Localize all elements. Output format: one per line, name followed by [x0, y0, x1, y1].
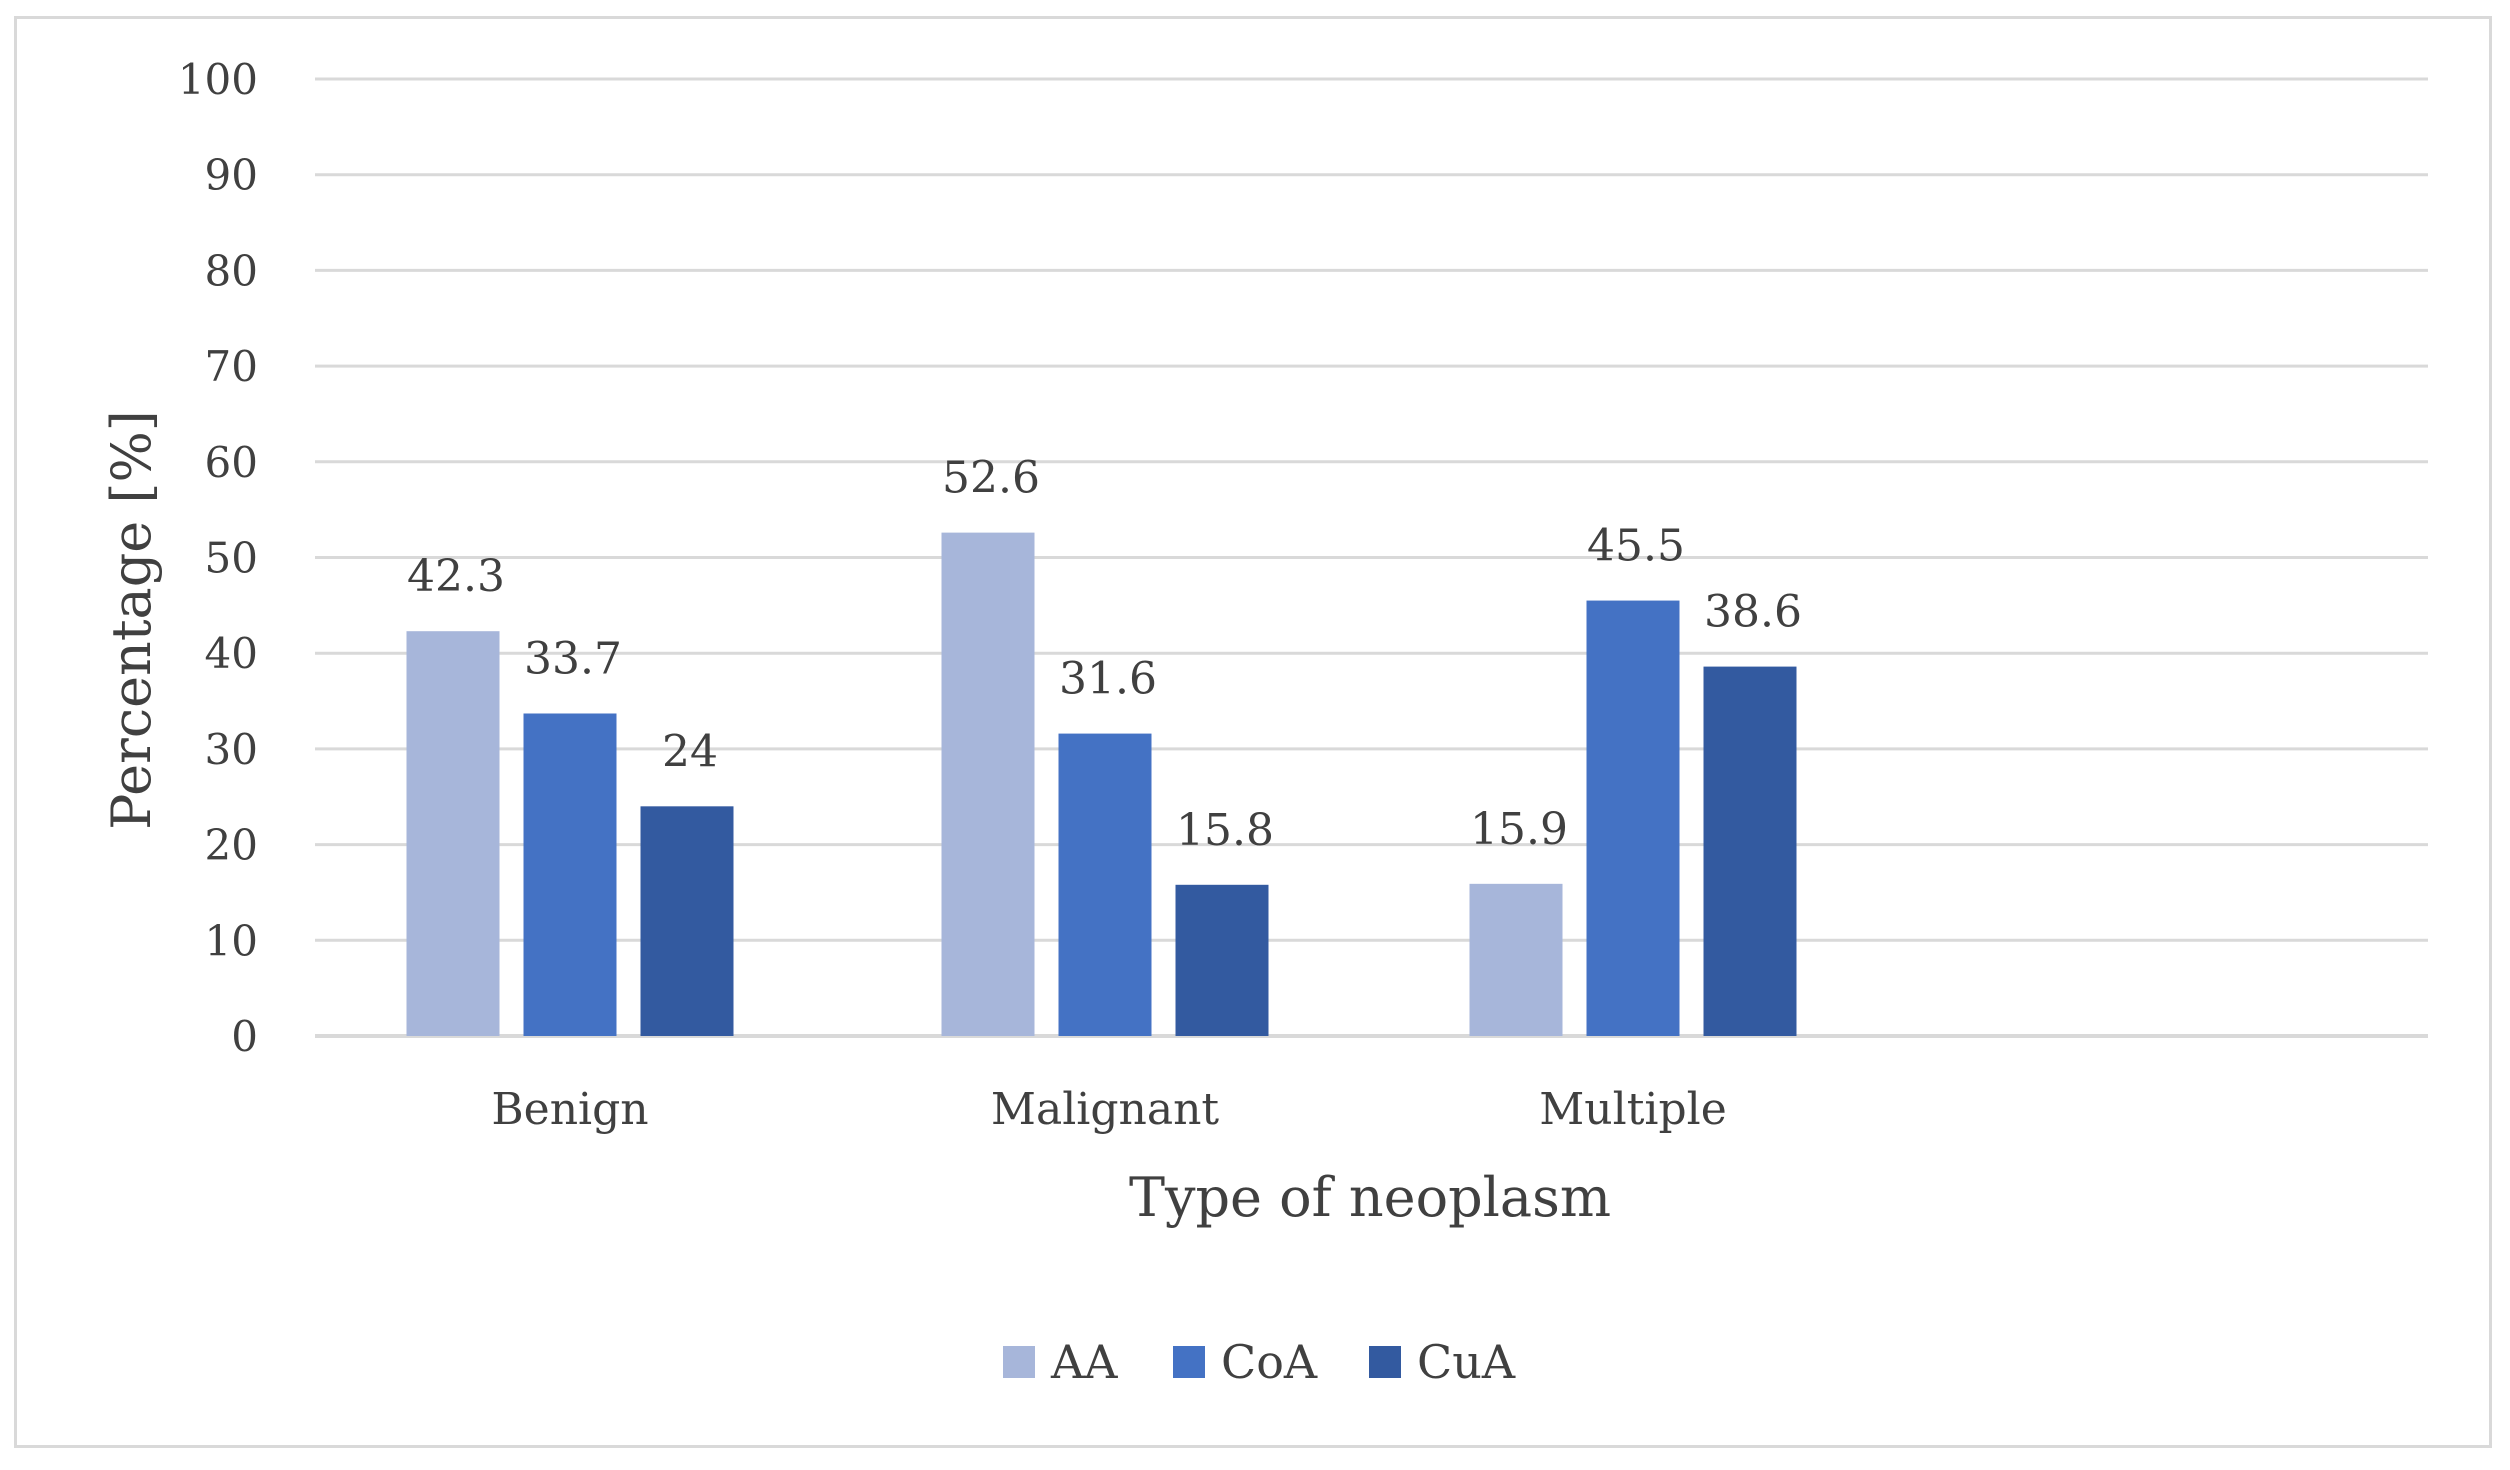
legend-label-coa: CoA — [1221, 1335, 1318, 1389]
data-label-cua-malignant: 15.8 — [1176, 805, 1274, 856]
category-labels: Benign Malignant Multiple — [491, 1084, 1726, 1135]
y-tick-label: 30 — [205, 725, 258, 774]
y-tick-label: 100 — [178, 55, 258, 104]
y-tick-label: 40 — [205, 629, 258, 678]
bar-cua-multiple — [1703, 666, 1797, 1036]
y-tick-label: 90 — [205, 151, 258, 200]
y-tick-label: 70 — [205, 342, 258, 391]
data-label-coa-malignant: 31.6 — [1059, 654, 1157, 705]
bar-aa-benign — [406, 631, 500, 1036]
y-tick-label: 10 — [205, 916, 258, 965]
bar-coa-multiple — [1586, 600, 1680, 1036]
data-label-aa-malignant: 52.6 — [942, 453, 1040, 504]
y-tick-label: 0 — [231, 1012, 258, 1061]
data-label-aa-benign: 42.3 — [407, 551, 505, 602]
data-label-coa-multiple: 45.5 — [1587, 521, 1685, 572]
legend-swatch-coa — [1173, 1346, 1205, 1378]
data-label-cua-benign: 24 — [662, 726, 718, 777]
legend-swatch-aa — [1003, 1346, 1035, 1378]
legend: AA CoA CuA — [1003, 1335, 1516, 1389]
bar-aa-multiple — [1469, 883, 1563, 1036]
category-label: Benign — [491, 1084, 648, 1135]
y-tick-labels: 0 10 20 30 40 50 60 70 80 90 100 — [178, 55, 258, 1061]
category-label: Malignant — [991, 1084, 1220, 1135]
legend-label-aa: AA — [1050, 1335, 1118, 1389]
y-tick-label: 50 — [205, 534, 258, 583]
data-label-coa-benign: 33.7 — [524, 633, 622, 684]
bar-cua-malignant — [1175, 884, 1269, 1036]
gridlines — [315, 77, 2428, 1038]
bar-aa-malignant — [941, 532, 1035, 1036]
y-tick-label: 80 — [205, 246, 258, 295]
category-label: Multiple — [1539, 1084, 1727, 1135]
bar-cua-benign — [640, 806, 734, 1036]
bars — [406, 532, 1797, 1036]
bar-coa-malignant — [1058, 733, 1152, 1036]
data-labels: 42.3 33.7 24 52.6 31.6 15.8 15.9 45.5 38.6 — [407, 453, 1802, 856]
x-axis-title: Type of neoplasm — [1129, 1166, 1611, 1229]
bar-coa-benign — [523, 713, 617, 1036]
legend-label-cua: CuA — [1417, 1335, 1516, 1389]
y-tick-label: 20 — [205, 821, 258, 870]
data-label-cua-multiple: 38.6 — [1704, 587, 1802, 638]
data-label-aa-multiple: 15.9 — [1470, 804, 1568, 855]
y-tick-label: 60 — [205, 438, 258, 487]
y-axis-title: Percentage [%] — [100, 410, 163, 830]
legend-swatch-cua — [1369, 1346, 1401, 1378]
